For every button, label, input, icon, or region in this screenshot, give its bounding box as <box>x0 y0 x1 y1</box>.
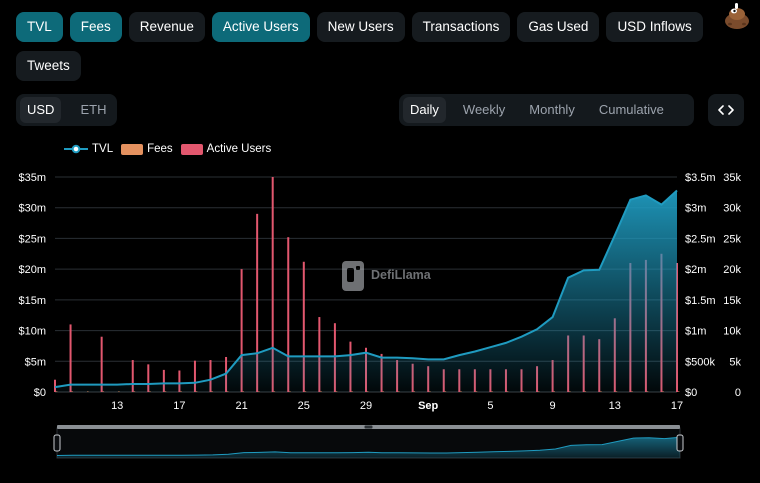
tab-active-users[interactable]: Active Users <box>211 12 310 42</box>
y-right-users-tick-label: 10k <box>723 326 741 338</box>
groupby-cumulative[interactable]: Cumulative <box>598 102 664 117</box>
active-users-bar <box>271 177 274 392</box>
legend-swatch-active-users <box>180 143 203 155</box>
tab-transactions[interactable]: Transactions <box>411 12 511 42</box>
code-icon <box>718 105 734 115</box>
tab-tvl[interactable]: TVL <box>16 12 63 42</box>
groupby-weekly[interactable]: Weekly <box>462 102 506 117</box>
tvl-layer <box>54 189 678 392</box>
x-tick-label: 13 <box>609 400 621 412</box>
defillama-watermark: DefiLlama <box>340 258 431 292</box>
active-users-bar <box>193 360 196 392</box>
x-tick-label: 17 <box>173 400 185 412</box>
groupby-daily[interactable]: Daily <box>403 97 446 123</box>
tab-revenue[interactable]: Revenue <box>128 12 205 42</box>
y-right-tvl-tick-label: $500k <box>685 356 715 368</box>
y-right-users-tick-label: 20k <box>723 264 741 276</box>
active-users-bar <box>302 261 305 392</box>
active-users-bar <box>178 370 181 392</box>
y-left-tick-label: $10m <box>18 326 46 338</box>
y-right-tvl-tick-label: $1.5m <box>685 295 716 307</box>
y-left-tick-label: $30m <box>18 203 46 215</box>
groupby-toggle: Daily Weekly Monthly Cumulative <box>399 94 694 126</box>
llama-avatar-icon[interactable] <box>722 2 752 30</box>
y-right-users-tick-label: 15k <box>723 295 741 307</box>
active-users-bar <box>240 269 243 392</box>
y-right-users-tick-label: 35k <box>723 172 741 184</box>
metric-tab-bar: TVL Fees Revenue Active Users New Users … <box>16 12 716 81</box>
y-left-tick-label: $15m <box>18 295 46 307</box>
denomination-usd[interactable]: USD <box>20 97 62 123</box>
tab-gas-used[interactable]: Gas Used <box>517 12 600 42</box>
active-users-bar <box>162 369 165 392</box>
x-tick-label: 29 <box>360 400 372 412</box>
axis-layer: $0 $0 0 $5m $500k 5k $10m $1m 10k $15m $1.5m 15k $20… <box>18 172 741 412</box>
active-users-bar <box>69 324 72 392</box>
legend-label-active-users: Active Users <box>206 143 272 155</box>
y-right-users-tick-label: 30k <box>723 203 741 215</box>
defillama-logo-icon <box>342 261 364 291</box>
chart-legend: TVL Fees Active Users <box>64 143 279 155</box>
legend-item-active-users[interactable]: Active Users <box>180 143 272 155</box>
legend-item-fees[interactable]: Fees <box>121 143 173 155</box>
y-right-tvl-tick-label: $3m <box>685 203 706 215</box>
legend-item-tvl[interactable]: TVL <box>64 143 113 155</box>
tab-usd-inflows[interactable]: USD Inflows <box>606 12 703 42</box>
x-tick-label: 9 <box>550 400 556 412</box>
groupby-monthly[interactable]: Monthly <box>529 102 575 117</box>
brush-right-handle[interactable] <box>676 434 684 452</box>
brush-line <box>56 436 681 456</box>
tab-new-users[interactable]: New Users <box>316 12 405 42</box>
y-left-tick-label: $0 <box>34 387 46 399</box>
active-users-bar <box>54 379 56 392</box>
y-right-tvl-tick-label: $3.5m <box>685 172 716 184</box>
y-right-users-tick-label: 25k <box>723 233 741 245</box>
tvl-line <box>54 189 678 389</box>
legend-label-tvl: TVL <box>92 143 114 155</box>
legend-label-fees: Fees <box>147 143 173 155</box>
y-right-users-tick-label: 0 <box>735 387 741 399</box>
y-left-tick-label: $20m <box>18 264 46 276</box>
legend-swatch-fees <box>121 143 144 155</box>
y-right-tvl-tick-label: $2.5m <box>685 233 716 245</box>
x-tick-label: Sep <box>418 400 438 412</box>
y-left-tick-label: $5m <box>25 356 46 368</box>
active-users-bar <box>209 360 212 392</box>
active-users-bar <box>318 317 321 392</box>
watermark-text: DefiLlama <box>371 268 431 282</box>
y-right-tvl-tick-label: $1m <box>685 326 706 338</box>
x-tick-label: 13 <box>111 400 123 412</box>
y-left-tick-label: $35m <box>18 172 46 184</box>
x-tick-label: 25 <box>298 400 310 412</box>
brush-area <box>57 437 680 458</box>
fees-bar <box>678 391 680 392</box>
tvl-area <box>55 190 677 392</box>
brush-grip-icon[interactable] <box>364 425 373 429</box>
x-tick-label: 5 <box>487 400 493 412</box>
active-users-bar <box>256 213 259 392</box>
active-users-bar <box>131 360 134 392</box>
y-right-users-tick-label: 5k <box>729 356 741 368</box>
x-tick-label: 17 <box>671 400 683 412</box>
y-left-tick-label: $25m <box>18 233 46 245</box>
y-right-tvl-tick-label: $2m <box>685 264 706 276</box>
denomination-toggle: USD ETH <box>16 94 117 126</box>
brush-left-handle[interactable] <box>53 434 61 452</box>
x-tick-label: 21 <box>235 400 247 412</box>
brush-layer <box>53 425 684 459</box>
tab-fees[interactable]: Fees <box>69 12 122 42</box>
y-right-tvl-tick-label: $0 <box>685 387 697 399</box>
tab-tweets[interactable]: Tweets <box>16 51 81 81</box>
active-users-bar <box>287 237 290 392</box>
embed-button[interactable] <box>708 94 744 126</box>
legend-line-icon <box>64 144 88 154</box>
denomination-eth[interactable]: ETH <box>80 102 107 117</box>
active-users-bar <box>100 336 103 392</box>
active-users-bar <box>147 364 150 392</box>
